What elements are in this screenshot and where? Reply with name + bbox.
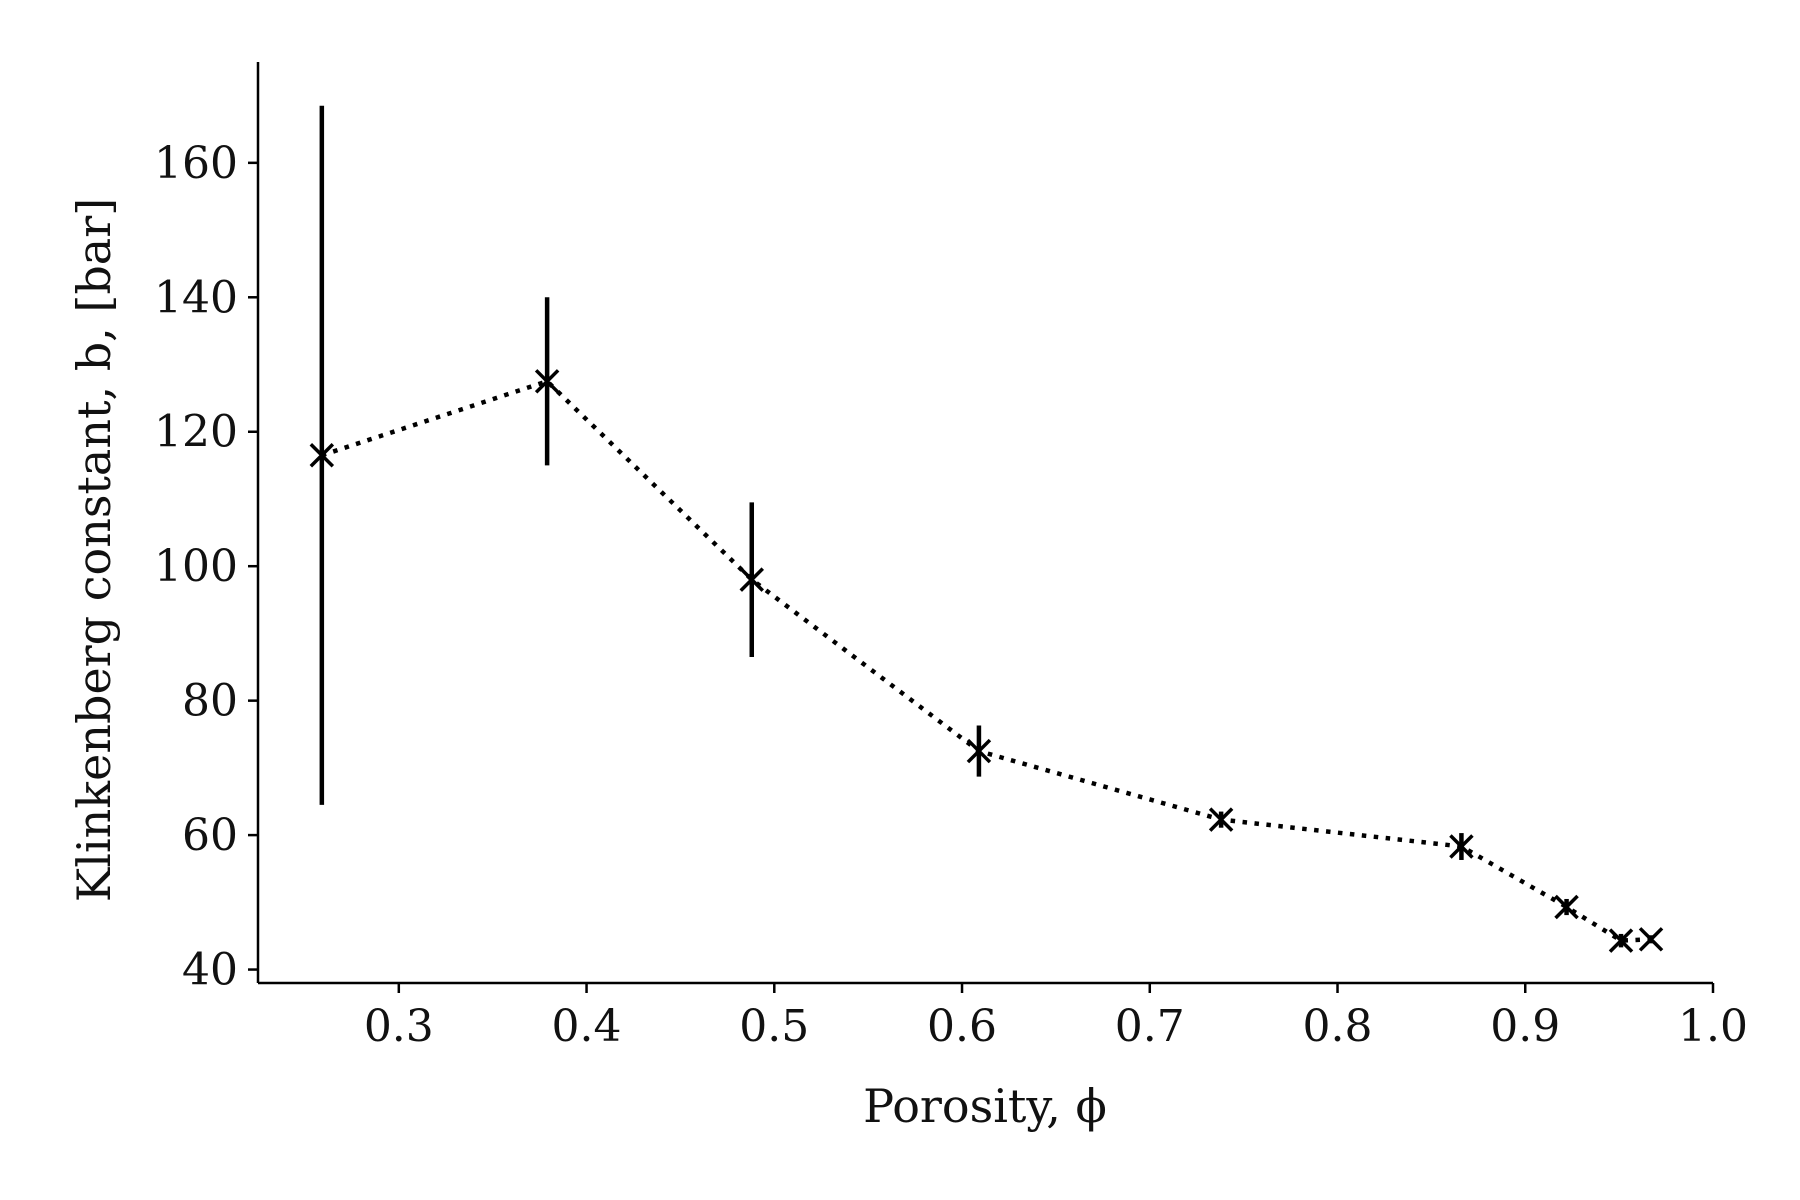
- plot-area: 0.3 0.4 0.5 0.6 0.7 0.8 0.9 1.0 40 60 80 100 120 140…: [154, 62, 1748, 1052]
- y-tick-label: 40: [182, 945, 238, 996]
- y-tick-label: 100: [154, 541, 238, 592]
- error-bars: [319, 105, 1654, 948]
- marker-stroke: [534, 369, 560, 394]
- data-point-marker: [1208, 807, 1234, 832]
- data-point-marker: [309, 443, 335, 468]
- data-point-marker: [1608, 928, 1634, 953]
- marker-stroke: [739, 567, 764, 592]
- y-axis-title: Klinkenberg constant, b, [bar]: [67, 198, 121, 902]
- y-tick-label: 140: [154, 272, 238, 323]
- x-tick-label: 0.6: [927, 1001, 997, 1052]
- data-markers: [309, 369, 1664, 953]
- x-tick-label: 0.7: [1115, 1001, 1185, 1052]
- x-tick-label: 0.5: [739, 1001, 809, 1052]
- y-ticks: 40 60 80 100 120 140 160: [154, 138, 258, 996]
- data-point-marker: [739, 567, 764, 592]
- y-tick-label: 160: [154, 138, 238, 189]
- y-tick-label: 60: [182, 810, 238, 861]
- marker-stroke: [1208, 807, 1234, 832]
- marker-stroke: [966, 738, 992, 764]
- x-tick-label: 0.4: [552, 1001, 622, 1052]
- x-axis-title: Porosity, ϕ: [863, 1079, 1107, 1133]
- marker-stroke: [309, 443, 335, 468]
- x-tick-label: 0.9: [1490, 1001, 1560, 1052]
- data-point-marker: [534, 369, 560, 394]
- data-point-marker: [1449, 834, 1474, 859]
- x-tick-label: 0.3: [364, 1001, 434, 1052]
- y-tick-label: 120: [154, 407, 238, 458]
- marker-stroke: [1449, 834, 1474, 859]
- x-tick-label: 1.0: [1678, 1001, 1748, 1052]
- marker-stroke: [1638, 927, 1664, 952]
- data-point-marker: [1638, 927, 1664, 952]
- y-tick-label: 80: [182, 676, 238, 727]
- marker-stroke: [1608, 928, 1634, 953]
- x-tick-label: 0.8: [1303, 1001, 1373, 1052]
- data-point-marker: [966, 738, 992, 764]
- data-point-marker: [1554, 894, 1579, 920]
- x-ticks: 0.3 0.4 0.5 0.6 0.7 0.8 0.9 1.0: [364, 983, 1748, 1052]
- marker-stroke: [1554, 894, 1579, 920]
